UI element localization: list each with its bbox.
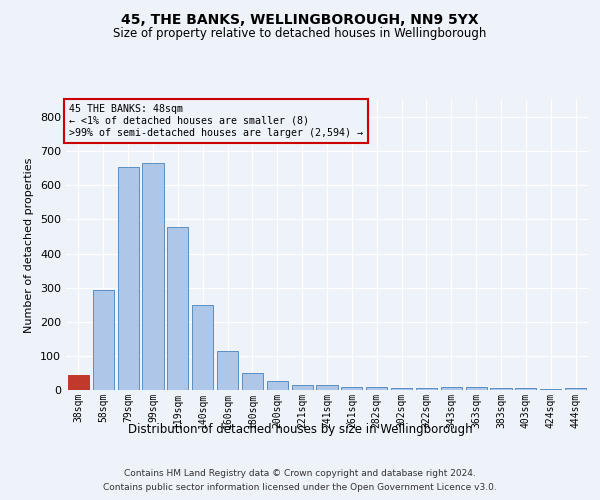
Bar bbox=[466, 388, 487, 390]
Bar bbox=[167, 227, 188, 390]
Bar bbox=[142, 163, 164, 390]
Bar bbox=[316, 385, 338, 390]
Bar bbox=[267, 381, 288, 390]
Bar bbox=[118, 167, 139, 390]
Bar bbox=[515, 388, 536, 390]
Text: 45, THE BANKS, WELLINGBOROUGH, NN9 5YX: 45, THE BANKS, WELLINGBOROUGH, NN9 5YX bbox=[121, 12, 479, 26]
Text: Size of property relative to detached houses in Wellingborough: Size of property relative to detached ho… bbox=[113, 28, 487, 40]
Text: Distribution of detached houses by size in Wellingborough: Distribution of detached houses by size … bbox=[128, 422, 472, 436]
Text: Contains public sector information licensed under the Open Government Licence v3: Contains public sector information licen… bbox=[103, 484, 497, 492]
Bar bbox=[490, 388, 512, 390]
Y-axis label: Number of detached properties: Number of detached properties bbox=[25, 158, 34, 332]
Bar bbox=[93, 290, 114, 390]
Bar bbox=[217, 352, 238, 390]
Bar bbox=[441, 386, 462, 390]
Bar bbox=[540, 389, 561, 390]
Bar bbox=[192, 306, 213, 390]
Text: Contains HM Land Registry data © Crown copyright and database right 2024.: Contains HM Land Registry data © Crown c… bbox=[124, 468, 476, 477]
Bar bbox=[68, 374, 89, 390]
Bar bbox=[565, 388, 586, 390]
Bar bbox=[242, 373, 263, 390]
Bar bbox=[292, 385, 313, 390]
Bar bbox=[391, 388, 412, 390]
Bar bbox=[416, 388, 437, 390]
Bar bbox=[341, 388, 362, 390]
Bar bbox=[366, 388, 387, 390]
Text: 45 THE BANKS: 48sqm
← <1% of detached houses are smaller (8)
>99% of semi-detach: 45 THE BANKS: 48sqm ← <1% of detached ho… bbox=[68, 104, 362, 138]
